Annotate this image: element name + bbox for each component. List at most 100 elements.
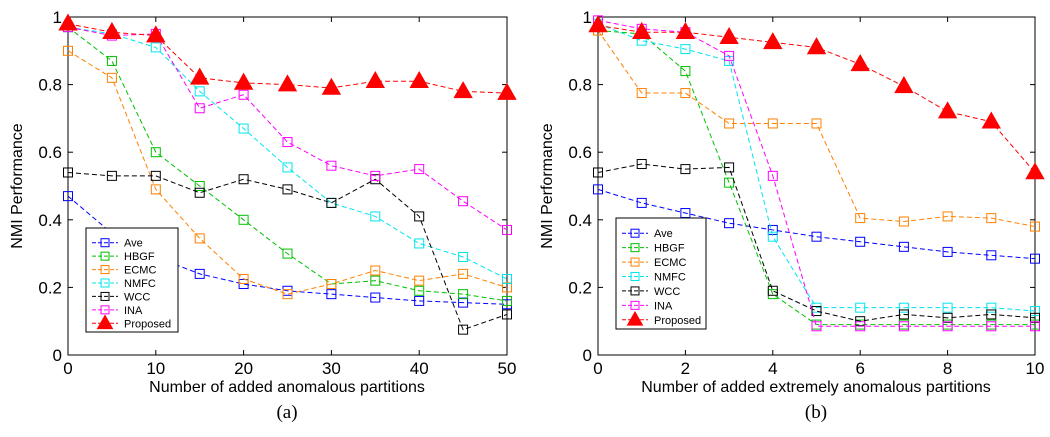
- data-point: [898, 216, 909, 227]
- data-point: [898, 321, 909, 332]
- x-tick-label: 4: [768, 359, 777, 378]
- legend-item-ina: INA: [92, 305, 143, 317]
- data-point: [719, 26, 739, 45]
- data-point: [894, 76, 914, 94]
- data-point: [370, 265, 381, 276]
- data-point: [898, 241, 909, 252]
- panel-label: (a): [276, 402, 297, 423]
- legend-item-proposed: Proposed: [92, 314, 171, 330]
- legend-label: INA: [124, 305, 143, 317]
- data-point: [365, 70, 385, 88]
- data-point: [326, 279, 337, 290]
- legend-label: NMFC: [654, 272, 686, 284]
- data-point: [502, 224, 512, 235]
- legend-marker: [100, 278, 110, 288]
- panel-label: (b): [805, 402, 827, 423]
- data-point: [238, 174, 249, 185]
- data-point: [1030, 221, 1040, 232]
- legend-item-hbgf: HBGF: [92, 251, 155, 263]
- data-point: [414, 295, 425, 306]
- data-point: [238, 214, 249, 225]
- legend-label: Proposed: [124, 318, 171, 330]
- legend-item-nmfc: NMFC: [622, 272, 686, 284]
- x-tick-label: 0: [593, 359, 602, 378]
- data-point: [409, 70, 429, 88]
- legend-marker: [626, 310, 644, 326]
- legend-label: NMFC: [124, 278, 156, 290]
- data-point: [282, 289, 293, 300]
- data-point: [146, 25, 166, 43]
- data-point: [150, 42, 161, 53]
- y-tick-label: 0.8: [38, 76, 62, 95]
- data-point: [986, 213, 997, 224]
- data-point: [806, 37, 827, 55]
- series-ecmc: [593, 25, 1040, 232]
- data-point: [326, 160, 337, 171]
- data-point: [282, 184, 293, 195]
- y-tick-label: 0.6: [38, 143, 62, 162]
- data-point: [986, 321, 997, 332]
- legend-label: WCC: [124, 291, 150, 303]
- data-point: [238, 273, 249, 284]
- data-point: [675, 21, 696, 39]
- data-point: [458, 297, 469, 308]
- data-point: [767, 118, 778, 129]
- data-point: [1030, 321, 1040, 332]
- data-point: [102, 21, 122, 39]
- data-point: [986, 309, 997, 320]
- data-point: [588, 15, 608, 33]
- data-point: [942, 211, 953, 222]
- data-point: [724, 118, 735, 129]
- data-point: [937, 101, 958, 119]
- legend-marker: [100, 291, 110, 301]
- series-proposed: [58, 13, 517, 100]
- data-point: [680, 44, 691, 55]
- data-point: [636, 197, 647, 208]
- chart-panel-1: 0 2 4 6 8 10 0 0.2 0.4 0.6 0.8 1 Number of added ext…: [539, 8, 1045, 423]
- data-point: [63, 167, 73, 178]
- data-point: [414, 285, 425, 296]
- x-tick-label: 50: [498, 359, 517, 378]
- series-ecmc: [63, 45, 512, 300]
- legend: Ave HBGF ECMC NMFC WCC INA Proposed: [615, 217, 707, 330]
- legend-marker: [100, 305, 110, 315]
- legend-marker: [630, 228, 640, 238]
- y-tick-label: 0.8: [568, 76, 592, 95]
- legend-marker: [100, 238, 110, 248]
- x-tick-label: 40: [410, 359, 429, 378]
- data-point: [282, 248, 293, 259]
- y-tick-label: 0.6: [568, 143, 592, 162]
- series-wcc: [593, 159, 1040, 327]
- data-point: [282, 137, 293, 148]
- data-point: [680, 66, 691, 77]
- data-point: [326, 197, 337, 208]
- data-point: [414, 275, 425, 286]
- data-point: [502, 273, 512, 284]
- data-point: [593, 184, 603, 195]
- data-point: [811, 306, 822, 317]
- data-point: [680, 88, 691, 99]
- data-point: [855, 302, 866, 313]
- data-point: [636, 159, 647, 170]
- legend-label: INA: [654, 300, 673, 312]
- data-point: [458, 289, 469, 300]
- legend-label: Ave: [654, 228, 673, 240]
- legend-label: ECMC: [124, 265, 156, 277]
- legend-item-ecmc: ECMC: [622, 257, 686, 269]
- data-point: [194, 233, 205, 244]
- series-line: [67, 26, 508, 280]
- legend-marker: [630, 272, 640, 281]
- data-point: [458, 324, 469, 335]
- data-point: [986, 302, 997, 313]
- series-line: [67, 23, 508, 94]
- x-tick-label: 10: [146, 359, 165, 378]
- legend-marker: [630, 300, 640, 310]
- y-tick-label: 1: [53, 8, 62, 27]
- data-point: [370, 211, 381, 222]
- data-point: [850, 54, 870, 72]
- data-point: [63, 45, 73, 56]
- data-point: [855, 316, 866, 327]
- data-point: [767, 231, 778, 242]
- legend-marker: [96, 314, 114, 330]
- y-tick-label: 0.4: [38, 211, 62, 230]
